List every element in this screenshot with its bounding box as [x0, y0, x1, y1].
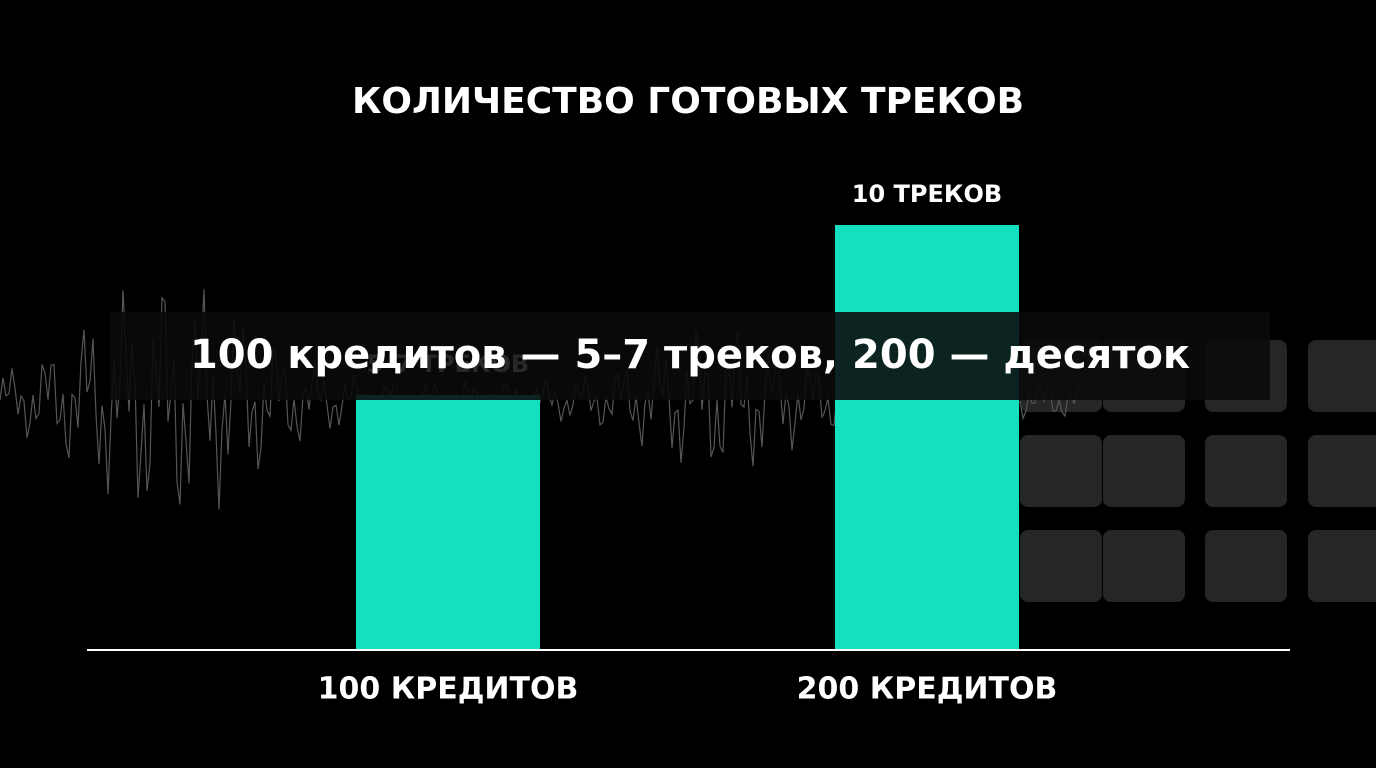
tile — [1205, 435, 1287, 507]
tile — [1308, 340, 1376, 412]
tile — [1308, 435, 1376, 507]
bar — [356, 395, 540, 650]
tile — [1020, 435, 1102, 507]
chart-title: КОЛИЧЕСТВО ГОТОВЫХ ТРЕКОВ — [352, 81, 1024, 122]
value-label: 10 ТРЕКОВ — [852, 180, 1002, 208]
caption: 100 кредитов — 5–7 треков, 200 — десяток — [190, 332, 1190, 378]
x-tick-label: 200 КРЕДИТОВ — [797, 672, 1058, 707]
bar — [835, 225, 1019, 650]
x-tick-label: 100 КРЕДИТОВ — [318, 672, 579, 707]
tile — [1103, 435, 1185, 507]
tile — [1103, 530, 1185, 602]
tile — [1308, 530, 1376, 602]
tile — [1205, 530, 1287, 602]
tile — [1020, 530, 1102, 602]
caption-band — [110, 312, 1270, 400]
